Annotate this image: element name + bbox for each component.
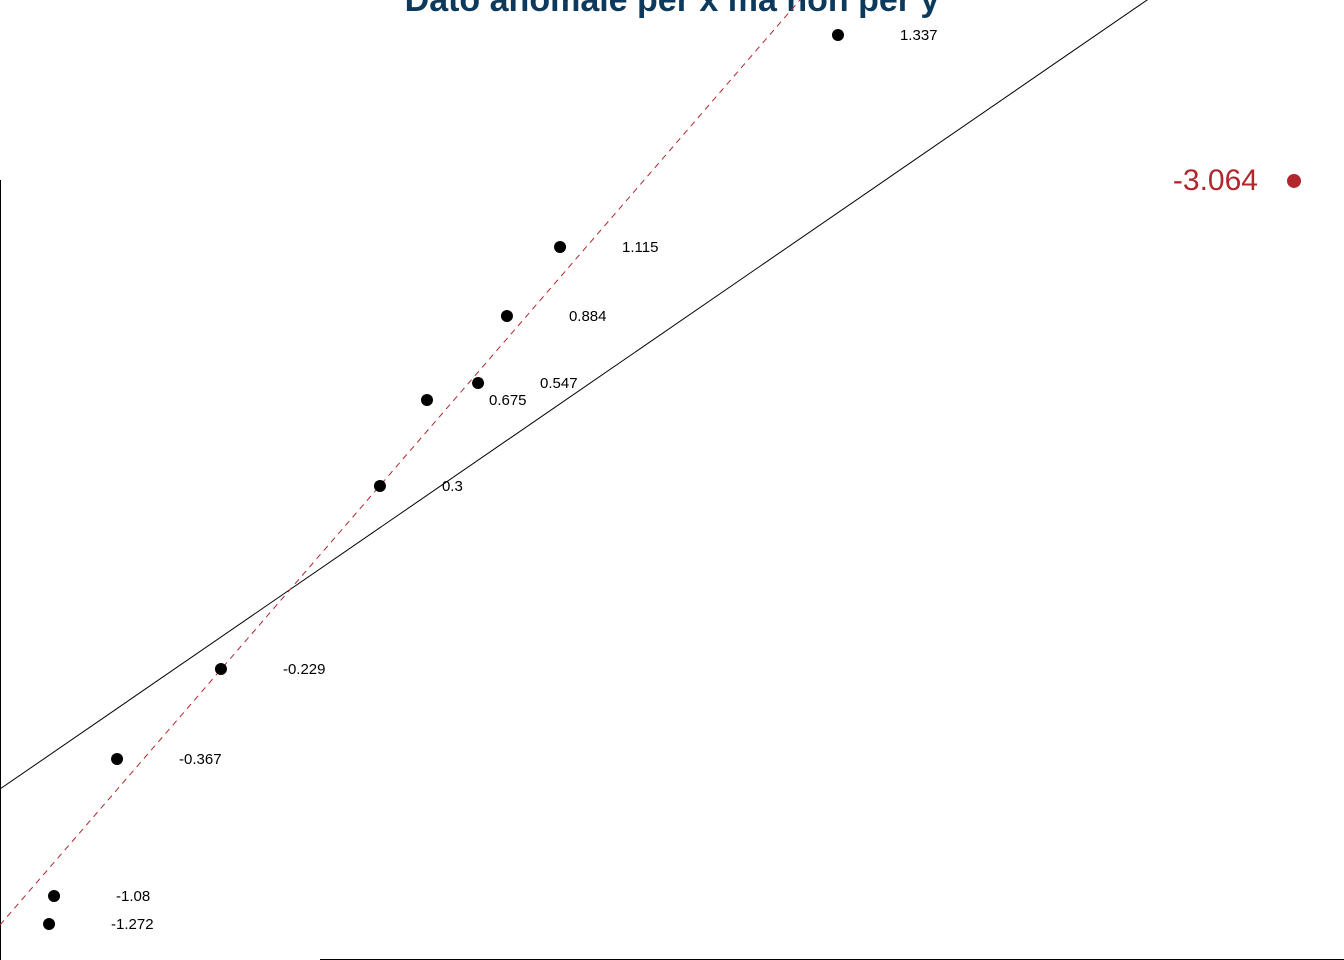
point (472, 377, 485, 390)
point (48, 889, 61, 902)
point-label: 0.3 (442, 478, 463, 495)
point (554, 241, 567, 254)
point-label: 0.884 (569, 308, 607, 325)
point-label: -1.08 (116, 888, 150, 905)
outlier-point (1287, 173, 1302, 188)
fit-line (0, 0, 1148, 790)
point-label: 0.547 (540, 375, 578, 392)
point (111, 752, 124, 765)
point (373, 479, 386, 492)
point (420, 394, 433, 407)
point-label: 0.675 (489, 392, 527, 409)
point-label: -0.229 (283, 661, 326, 678)
point (831, 29, 844, 42)
point (43, 918, 56, 930)
point-label: 1.337 (900, 27, 938, 44)
outlier-label: -3.064 (1173, 164, 1258, 197)
point-label: 1.115 (622, 239, 658, 256)
point (500, 310, 513, 323)
point-label: -0.367 (179, 751, 222, 768)
point (214, 663, 227, 676)
point-label: -1.272 (111, 916, 154, 933)
chart-title: Dato anomale per x ma non per y (405, 0, 940, 19)
